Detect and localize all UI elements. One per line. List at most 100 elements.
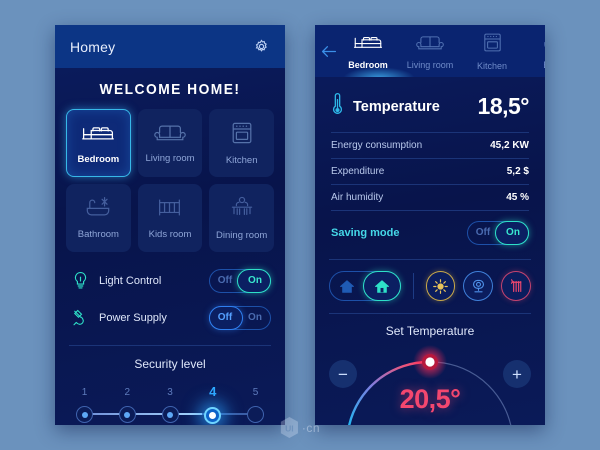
toggle-off-label[interactable]: Off — [475, 227, 491, 238]
oven-icon — [482, 32, 503, 58]
increase-temperature-button[interactable]: + — [503, 360, 531, 388]
temperature-value: 18,5° — [477, 93, 530, 119]
toggle-on-label[interactable]: On — [248, 274, 262, 286]
plug-icon — [69, 308, 91, 328]
radiator-icon[interactable] — [501, 271, 531, 301]
room-tile-living-room[interactable]: Living room — [137, 109, 203, 177]
toggle-knob — [237, 268, 271, 293]
app-header: Homey — [55, 25, 285, 68]
room-label: Bathroom — [77, 229, 119, 240]
toggle-on-label[interactable]: On — [506, 227, 520, 238]
room-tile-bedroom[interactable]: Bedroom — [66, 109, 131, 177]
tab-bedroom[interactable]: Bedroom — [337, 32, 399, 70]
stats-list: Energy consumption 45,2 KW Expenditure 5… — [315, 132, 545, 211]
tab-label: Living room — [406, 59, 454, 70]
security-level-title: Security level — [134, 357, 206, 371]
saving-mode-toggle[interactable]: Off On — [467, 221, 529, 245]
slider-step-dot — [161, 406, 179, 423]
quick-actions-row — [315, 260, 545, 301]
divider — [331, 132, 529, 133]
slider-step-2[interactable]: 2 — [118, 377, 137, 425]
saving-mode-label: Saving mode — [331, 227, 400, 239]
gear-icon[interactable] — [253, 38, 270, 55]
tab-living-room[interactable]: Living room — [399, 33, 461, 70]
slider-step-label: 3 — [167, 387, 173, 398]
slider-step-5[interactable]: 5 — [246, 377, 265, 425]
bathtub-icon — [84, 196, 112, 224]
svg-text:UI: UI — [285, 423, 294, 433]
temperature-header: Temperature 18,5° — [315, 77, 545, 132]
sofa-icon — [154, 122, 186, 148]
oven-icon — [230, 121, 254, 150]
divider — [69, 345, 271, 346]
room-grid: Bedroom Living room — [55, 109, 285, 252]
slider-step-label: 4 — [209, 384, 217, 399]
left-phone-panel: Homey WELCOME HOME! Bedroom — [55, 25, 285, 425]
tab-label: Bathr — [543, 60, 545, 70]
house-outline-icon[interactable] — [330, 279, 365, 294]
decrease-temperature-button[interactable]: − — [329, 360, 357, 388]
divider — [331, 184, 529, 185]
light-control-toggle[interactable]: Off On — [209, 268, 271, 293]
power-supply-toggle[interactable]: Off On — [209, 305, 271, 330]
separator — [412, 273, 414, 299]
saving-mode-row: Saving mode Off On — [315, 211, 545, 247]
toggle-off-label[interactable]: Off — [217, 274, 233, 286]
room-label: Kitchen — [225, 154, 258, 166]
slider-step-1[interactable]: 1 — [75, 377, 94, 425]
slider-step-label: 1 — [81, 387, 88, 398]
divider — [329, 259, 531, 260]
toggle-knob — [209, 305, 243, 330]
bathtub-icon — [542, 32, 545, 57]
divider — [331, 158, 529, 159]
tab-kitchen[interactable]: Kitchen — [461, 32, 523, 71]
room-tile-dining-room[interactable]: Dining room — [209, 184, 274, 252]
bed-icon — [353, 32, 383, 57]
room-tile-bathroom[interactable]: Bathroom — [66, 184, 131, 252]
bulb-icon — [69, 271, 91, 291]
tab-label: Bedroom — [348, 60, 388, 70]
stat-label: Expenditure — [331, 166, 385, 177]
stat-row-humidity: Air humidity 45 % — [331, 185, 529, 210]
toggle-off-label[interactable]: Off — [217, 311, 233, 323]
stat-row-energy: Energy consumption 45,2 KW — [331, 133, 529, 158]
sun-icon[interactable] — [425, 271, 456, 301]
slider-step-dot — [76, 406, 93, 423]
slider-step-label: 5 — [252, 387, 259, 398]
security-level-slider[interactable]: 1 2 3 4 5 — [75, 377, 265, 425]
house-filled-icon[interactable] — [365, 279, 400, 294]
tab-bathroom[interactable]: Bathr — [523, 32, 545, 70]
stat-row-expenditure: Expenditure 5,2 $ — [331, 159, 529, 184]
set-temperature-title: Set Temperature — [385, 324, 475, 338]
set-temperature-dial[interactable]: − + 20,5° — [315, 340, 545, 425]
room-tabbar: Bedroom Living room — [315, 25, 545, 77]
room-tile-kids-room[interactable]: Kids room — [137, 184, 203, 252]
toggle-on-label[interactable]: On — [248, 311, 262, 323]
slider-track-fill — [84, 413, 202, 415]
app-title: Homey — [70, 38, 116, 55]
active-tab-glow — [343, 67, 415, 77]
stat-label: Energy consumption — [331, 140, 423, 151]
slider-step-3[interactable]: 3 — [161, 377, 180, 425]
welcome-heading: WELCOME HOME! — [99, 81, 241, 98]
room-label: Dining room — [216, 229, 268, 241]
room-tile-kitchen[interactable]: Kitchen — [209, 109, 274, 177]
slider-active-handle[interactable] — [204, 407, 222, 424]
back-arrow-icon[interactable] — [321, 45, 337, 58]
watermark-text: ·cn — [301, 420, 321, 435]
watermark: UI ·cn — [280, 417, 320, 438]
dial-arc[interactable] — [315, 340, 545, 425]
room-label: Kids room — [148, 229, 192, 240]
thermometer-icon — [331, 91, 344, 122]
sofa-icon — [416, 33, 444, 57]
controls-section: Light Control Off On Power Supply — [55, 252, 285, 333]
camera-icon[interactable] — [463, 271, 494, 301]
right-phone-panel: Bedroom Living room — [315, 25, 545, 425]
room-label: Bedroom — [77, 153, 120, 165]
house-mode-toggle[interactable] — [329, 271, 401, 301]
control-label: Power Supply — [99, 311, 167, 324]
divider — [329, 313, 531, 314]
dining-icon — [229, 196, 255, 225]
slider-step-4[interactable]: 4 — [203, 377, 222, 425]
